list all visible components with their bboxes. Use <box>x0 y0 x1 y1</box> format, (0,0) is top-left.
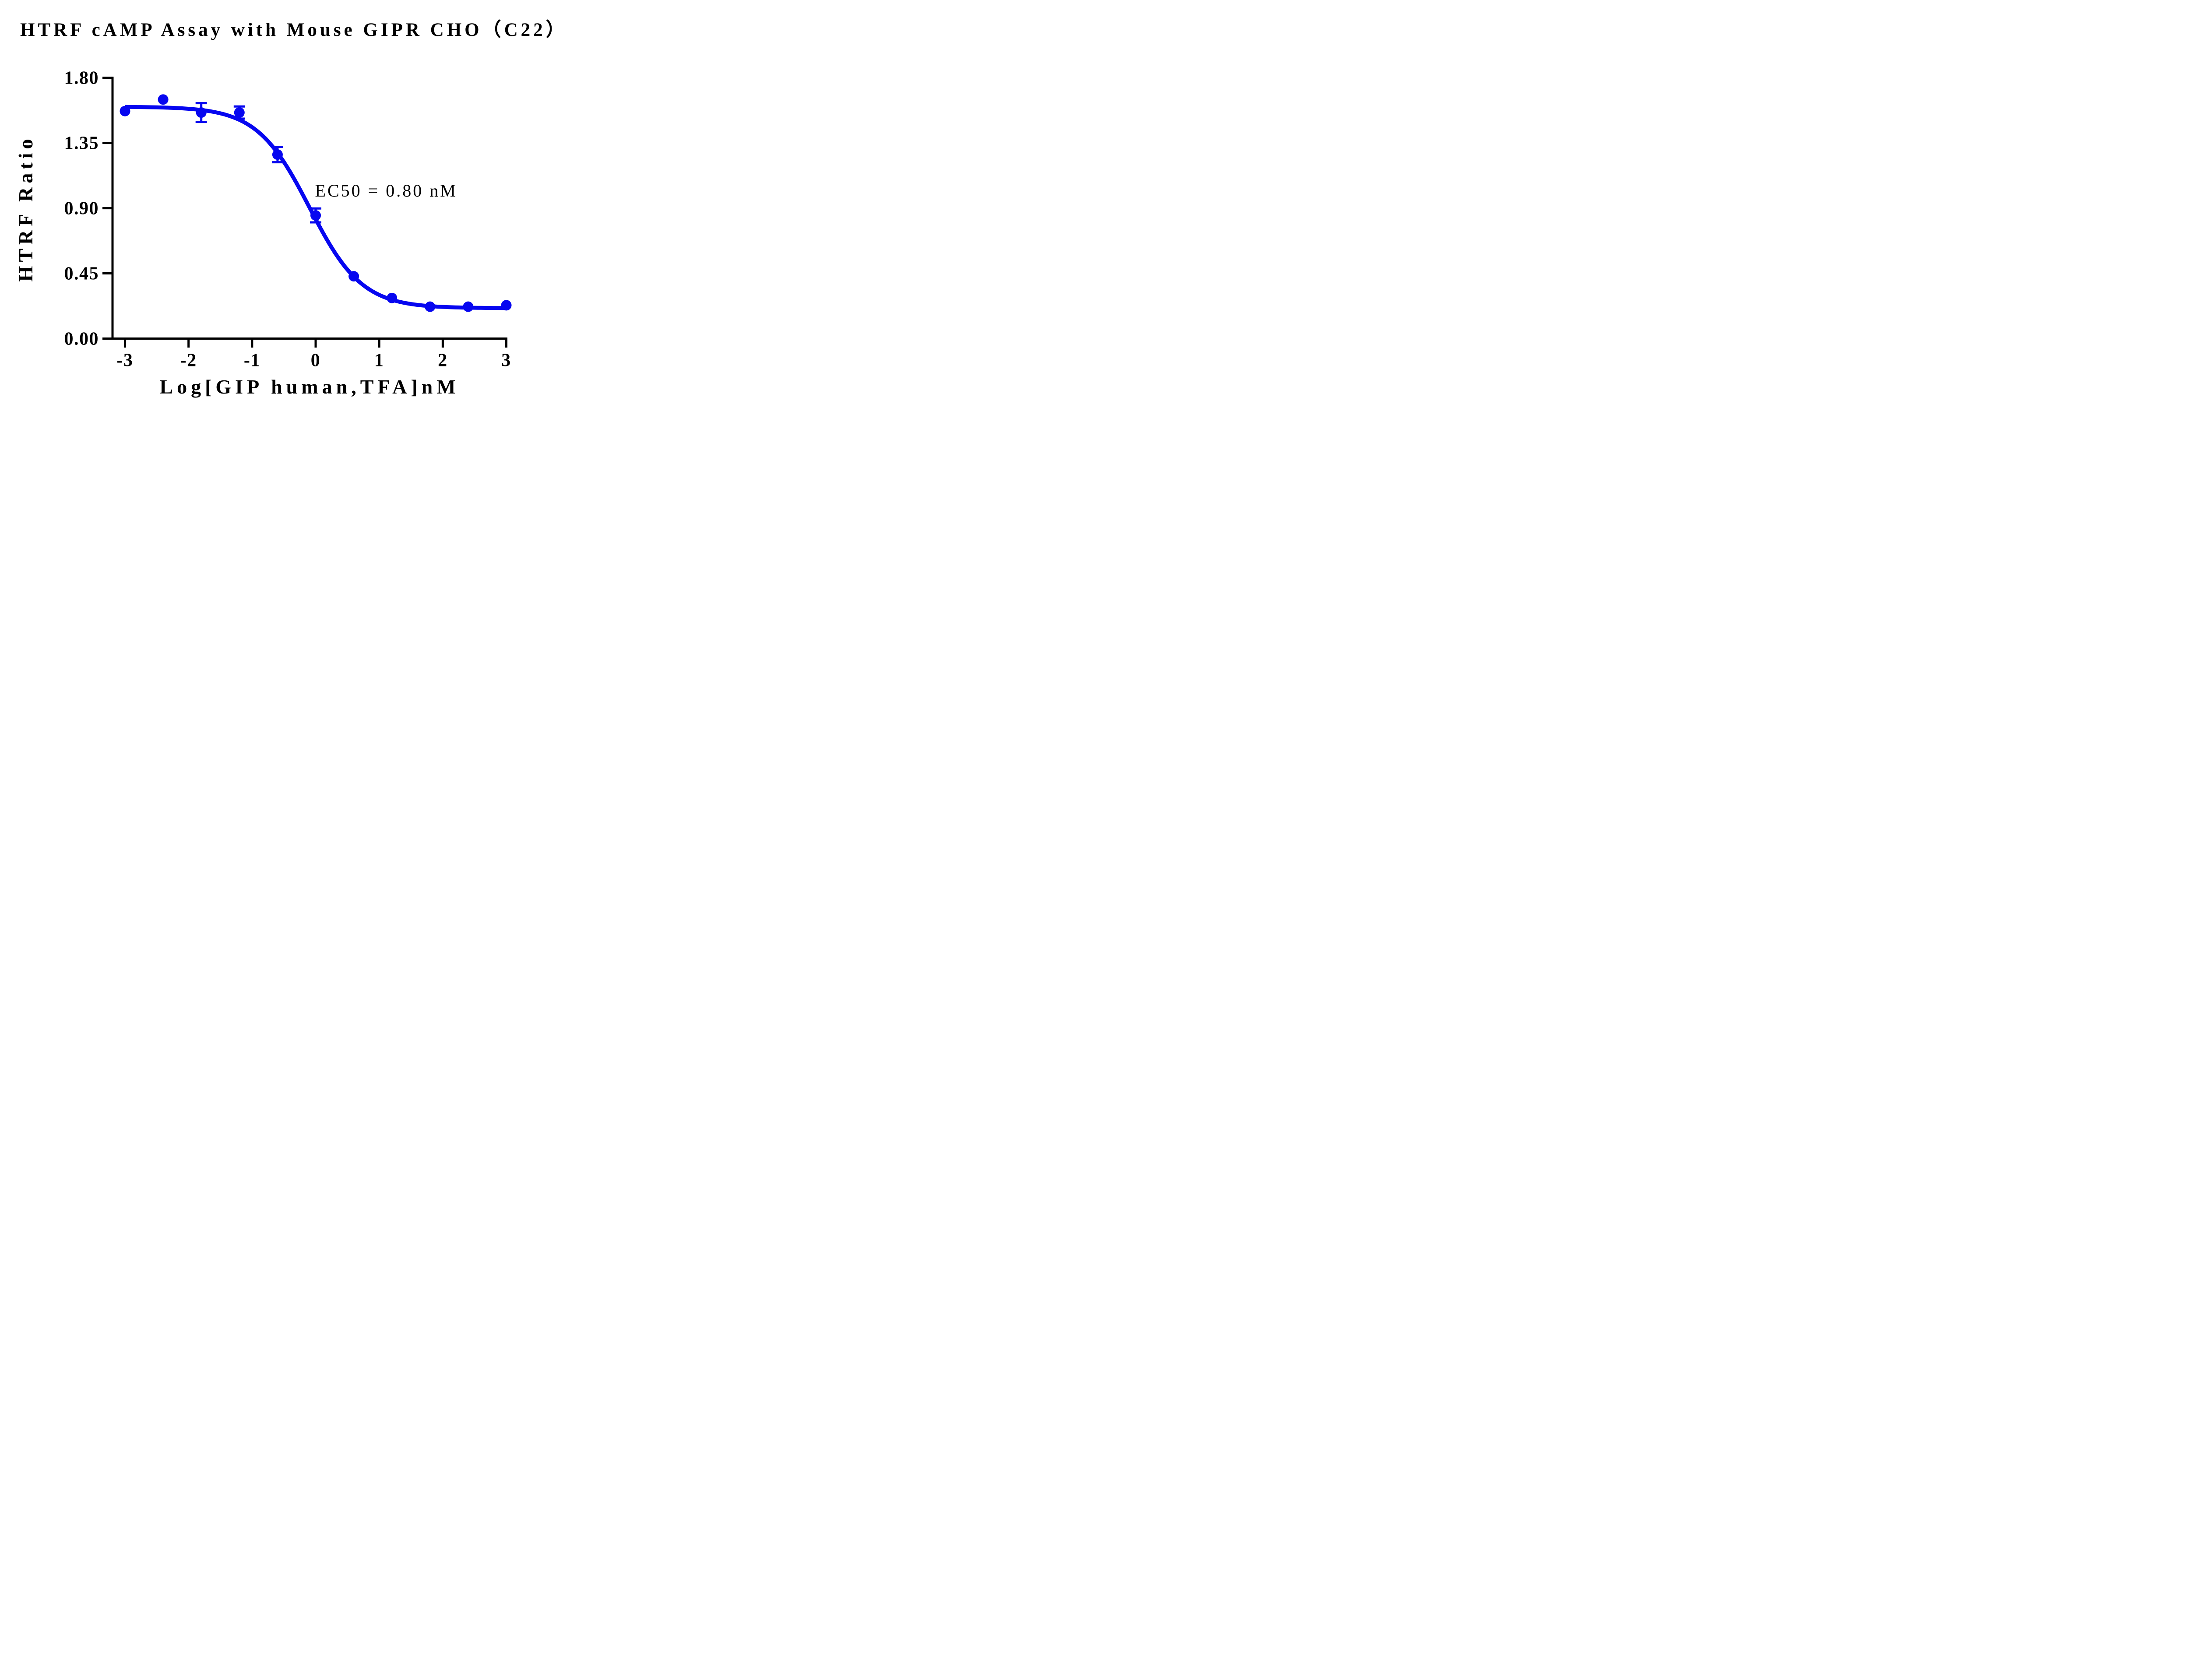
data-point <box>501 300 512 311</box>
ec50-annotation: EC50 = 0.80 nM <box>315 181 458 200</box>
data-point <box>196 107 207 118</box>
x-tick-label: -1 <box>244 351 260 371</box>
y-tick-label: 1.35 <box>64 134 99 154</box>
data-point <box>234 107 245 118</box>
x-tick-label: -2 <box>180 351 197 371</box>
data-point <box>310 210 321 221</box>
x-tick-label: -3 <box>117 351 134 371</box>
dose-response-chart: HTRF cAMP Assay with Mouse GIPR CHO（C22）… <box>14 19 568 398</box>
x-tick-label: 1 <box>374 351 384 371</box>
data-series <box>120 94 512 312</box>
y-tick-label: 0.00 <box>64 329 99 349</box>
x-tick-label: 3 <box>501 351 511 371</box>
data-point <box>348 271 359 282</box>
data-point <box>120 105 130 116</box>
x-axis-title: Log[GIP human,TFA]nM <box>159 376 459 398</box>
y-tick-label: 0.90 <box>64 199 99 219</box>
dose-response-figure: HTRF cAMP Assay with Mouse GIPR CHO（C22）… <box>0 0 613 420</box>
chart-title: HTRF cAMP Assay with Mouse GIPR CHO（C22） <box>20 19 568 40</box>
data-point <box>387 292 398 303</box>
y-axis-title: HTRF Ratio <box>14 135 37 282</box>
axes: 0.00 0.45 0.90 1.35 1.80 -3 -2 -1 0 1 2 3 <box>64 68 511 371</box>
y-tick-label: 0.45 <box>64 264 99 284</box>
data-point <box>272 149 283 160</box>
x-tick-label: 0 <box>311 351 321 371</box>
x-tick-label: 2 <box>438 351 448 371</box>
data-point <box>463 301 474 312</box>
y-tick-label: 1.80 <box>64 68 99 88</box>
data-point <box>425 301 436 312</box>
data-point <box>158 94 169 105</box>
